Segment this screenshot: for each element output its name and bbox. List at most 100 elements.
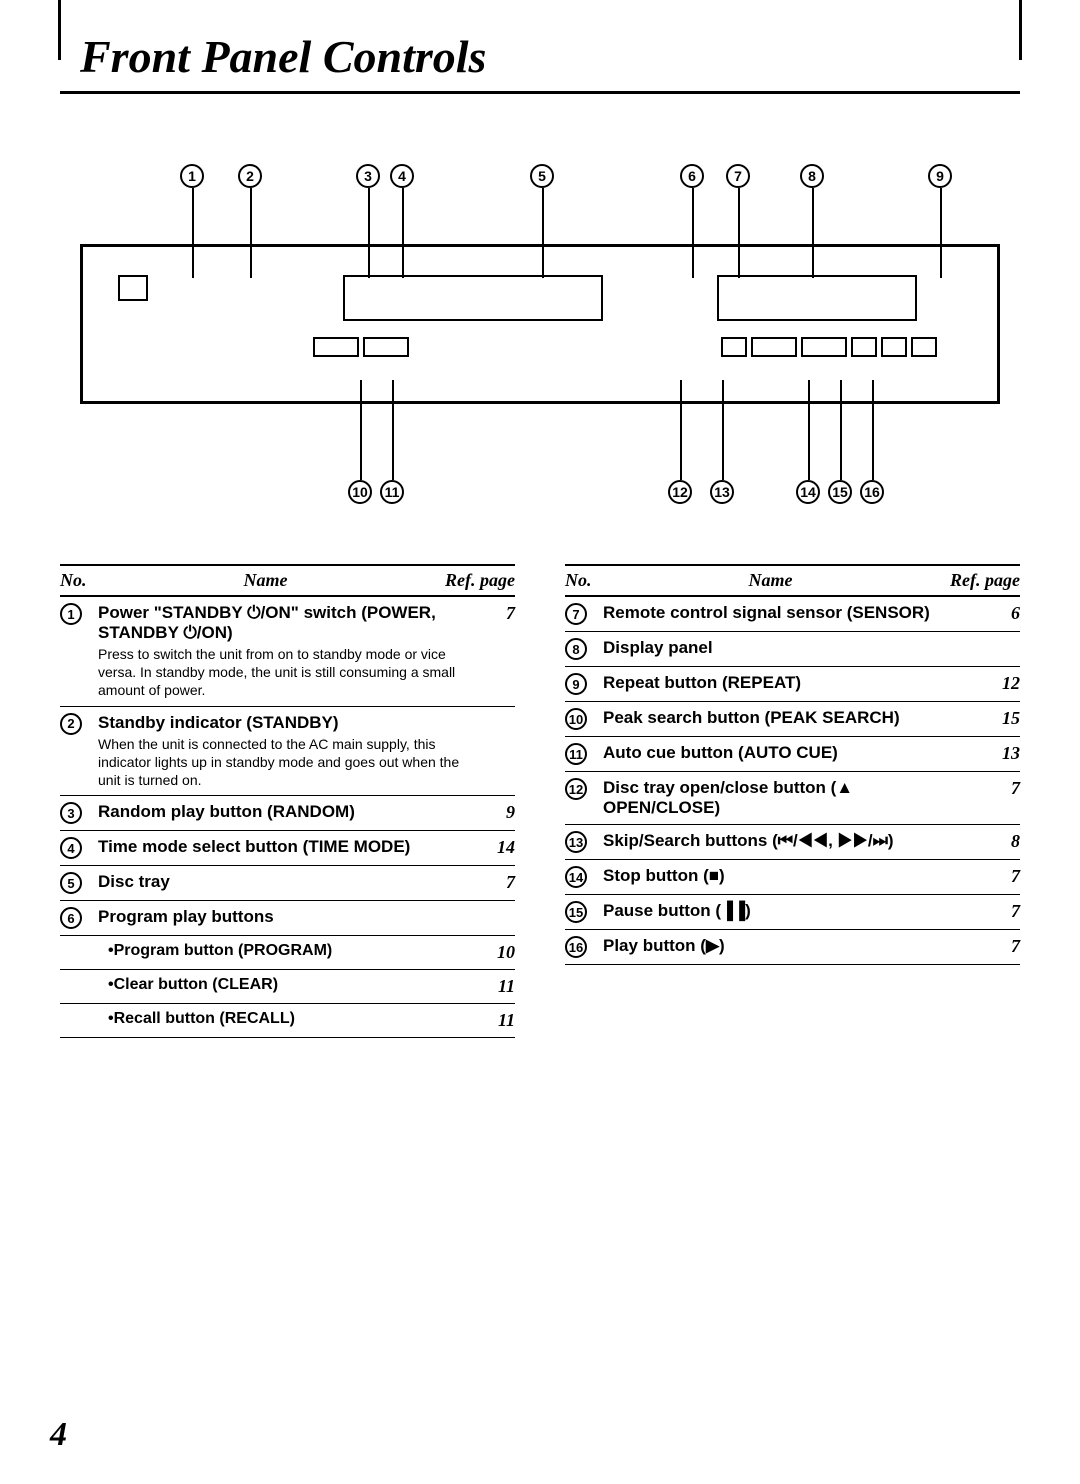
- row-ref: 9: [475, 802, 515, 823]
- lead-line: [192, 188, 194, 278]
- lead-line: [542, 188, 544, 278]
- row-ref: 6: [980, 603, 1020, 624]
- lead-line: [840, 380, 842, 480]
- lead-line: [368, 188, 370, 278]
- table-row: 11 Auto cue button (AUTO CUE)13: [565, 737, 1020, 772]
- th-no: No.: [565, 570, 611, 591]
- table-row: 12 Disc tray open/close button (▲ OPEN/CL…: [565, 772, 1020, 825]
- row-ref: 7: [980, 936, 1020, 957]
- table-row: 13Skip/Search buttons (⏮/◀◀, ▶▶/⏭)8: [565, 825, 1020, 860]
- callout-12: 12: [668, 480, 692, 504]
- subrow-ref: 11: [475, 1010, 515, 1031]
- row-number: 12: [565, 778, 587, 800]
- row-name: Peak search button (PEAK SEARCH): [603, 708, 980, 728]
- table-left: No. Name Ref. page 1 Power "STANDBY ⏻/ON"…: [60, 564, 515, 1038]
- table-row: 14Stop button (■)7: [565, 860, 1020, 895]
- row-name: Display panel: [603, 638, 980, 658]
- row-name: Remote control signal sensor (SENSOR): [603, 603, 980, 623]
- lead-line: [722, 380, 724, 480]
- th-ref: Ref. page: [425, 570, 515, 591]
- subrow-label: •Recall button (RECALL): [98, 1010, 469, 1028]
- row-number: 2: [60, 713, 82, 735]
- row-name: Power "STANDBY ⏻/ON" switch (POWER, STAN…: [98, 603, 475, 700]
- row-number: 14: [565, 866, 587, 888]
- row-number: 13: [565, 831, 587, 853]
- callout-13: 13: [710, 480, 734, 504]
- lead-line: [738, 188, 740, 278]
- row-name: Repeat button (REPEAT): [603, 673, 980, 693]
- row-ref: 7: [475, 872, 515, 893]
- callout-11: 11: [380, 480, 404, 504]
- table-row: 15Pause button (▐▐)7: [565, 895, 1020, 930]
- row-ref: 14: [475, 837, 515, 858]
- btn-row-left: [313, 337, 409, 357]
- lead-line: [392, 380, 394, 480]
- row-ref: 7: [475, 603, 515, 624]
- page-title: Front Panel Controls: [60, 30, 1020, 94]
- callout-1: 1: [180, 164, 204, 188]
- row-desc: When the unit is connected to the AC mai…: [98, 735, 469, 790]
- table-row: 9 Repeat button (REPEAT)12: [565, 667, 1020, 702]
- subrow-ref: 11: [475, 976, 515, 997]
- table-subrow: •Recall button (RECALL) 11: [60, 1004, 515, 1038]
- subrow-label: •Program button (PROGRAM): [98, 942, 469, 960]
- callout-7: 7: [726, 164, 750, 188]
- row-name: Disc tray open/close button (▲ OPEN/CLOS…: [603, 778, 980, 818]
- row-number: 8: [565, 638, 587, 660]
- row-name: Standby indicator (STANDBY)When the unit…: [98, 713, 475, 790]
- table-row: 2 Standby indicator (STANDBY)When the uni…: [60, 707, 515, 797]
- row-number: 7: [565, 603, 587, 625]
- row-number: 9: [565, 673, 587, 695]
- callout-2: 2: [238, 164, 262, 188]
- table-subrow: •Clear button (CLEAR) 11: [60, 970, 515, 1004]
- lead-line: [692, 188, 694, 278]
- controls-tables: No. Name Ref. page 1 Power "STANDBY ⏻/ON"…: [60, 564, 1020, 1038]
- row-name: Play button (▶): [603, 936, 980, 956]
- th-name: Name: [106, 570, 425, 591]
- subrow-label: •Clear button (CLEAR): [98, 976, 469, 994]
- lead-line: [812, 188, 814, 278]
- row-number: 4: [60, 837, 82, 859]
- lead-line: [360, 380, 362, 480]
- callout-15: 15: [828, 480, 852, 504]
- row-name: Program play buttons: [98, 907, 475, 927]
- table-subrow: •Program button (PROGRAM) 10: [60, 936, 515, 970]
- row-name: Disc tray: [98, 872, 475, 892]
- row-ref: 15: [980, 708, 1020, 729]
- row-ref: 13: [980, 743, 1020, 764]
- row-number: 3: [60, 802, 82, 824]
- lead-line: [680, 380, 682, 480]
- row-ref: 7: [980, 866, 1020, 887]
- row-name: Random play button (RANDOM): [98, 802, 475, 822]
- row-number: 1: [60, 603, 82, 625]
- row-number: 10: [565, 708, 587, 730]
- table-row: 5Disc tray7: [60, 866, 515, 901]
- callout-8: 8: [800, 164, 824, 188]
- row-ref: 7: [980, 778, 1020, 799]
- row-name: Auto cue button (AUTO CUE): [603, 743, 980, 763]
- lead-line: [250, 188, 252, 278]
- callout-10: 10: [348, 480, 372, 504]
- device-outline: [80, 244, 1000, 404]
- row-number: 11: [565, 743, 587, 765]
- table-right: No. Name Ref. page 7Remote control signa…: [565, 564, 1020, 1038]
- th-no: No.: [60, 570, 106, 591]
- callout-16: 16: [860, 480, 884, 504]
- display-panel-graphic: [717, 275, 917, 321]
- row-name: Time mode select button (TIME MODE): [98, 837, 475, 857]
- th-ref: Ref. page: [930, 570, 1020, 591]
- row-number: 6: [60, 907, 82, 929]
- table-row: 4 Time mode select button (TIME MODE)14: [60, 831, 515, 866]
- table-row: 6 Program play buttons: [60, 901, 515, 936]
- row-ref: 12: [980, 673, 1020, 694]
- row-desc: Press to switch the unit from on to stan…: [98, 645, 469, 700]
- callout-3: 3: [356, 164, 380, 188]
- lead-line: [402, 188, 404, 278]
- front-panel-diagram: 12345678910111213141516: [60, 164, 1020, 504]
- disc-tray-graphic: [343, 275, 603, 321]
- btn-row-right: [721, 337, 937, 357]
- subrow-ref: 10: [475, 942, 515, 963]
- row-ref: 7: [980, 901, 1020, 922]
- row-number: 16: [565, 936, 587, 958]
- table-header: No. Name Ref. page: [60, 564, 515, 597]
